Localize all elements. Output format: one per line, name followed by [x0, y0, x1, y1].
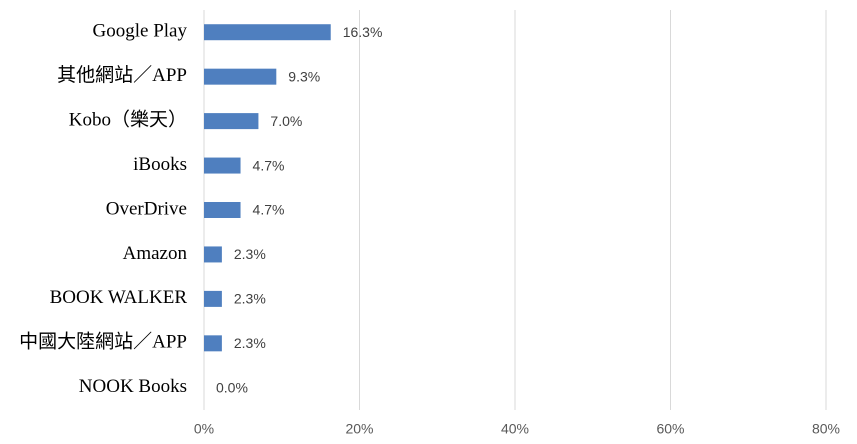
value-label: 16.3%: [343, 24, 383, 40]
y-tick-label: BOOK WALKER: [50, 287, 188, 308]
x-tick-label: 40%: [501, 421, 529, 437]
value-label: 7.0%: [270, 113, 302, 129]
x-tick-label: 0%: [194, 421, 214, 437]
y-tick-label: Google Play: [93, 21, 188, 42]
bar: [204, 202, 241, 218]
bar: [204, 24, 331, 41]
bar: [204, 246, 222, 263]
y-tick-label: OverDrive: [106, 198, 187, 219]
y-tick-label: iBooks: [133, 154, 187, 175]
value-label: 9.3%: [288, 68, 320, 84]
y-tick-label: Amazon: [123, 243, 188, 264]
y-tick-label: Kobo（樂天）: [69, 108, 187, 130]
value-label: 2.3%: [234, 246, 266, 262]
x-tick-label: 80%: [812, 421, 840, 437]
bar: [204, 157, 241, 174]
bar: [204, 68, 277, 85]
bar: [204, 290, 222, 307]
y-tick-label: NOOK Books: [79, 376, 187, 397]
value-label: 4.7%: [253, 157, 285, 173]
value-label: 2.3%: [234, 335, 266, 351]
x-tick-label: 60%: [656, 421, 684, 437]
bar: [204, 335, 222, 352]
value-label: 2.3%: [234, 291, 266, 307]
x-tick-label: 20%: [345, 421, 373, 437]
value-label: 0.0%: [216, 379, 248, 395]
bar: [204, 113, 259, 130]
y-tick-label: 其他網站／APP: [57, 64, 187, 86]
y-tick-label: 中國大陸網站／APP: [19, 331, 187, 353]
value-label: 4.7%: [253, 202, 285, 218]
